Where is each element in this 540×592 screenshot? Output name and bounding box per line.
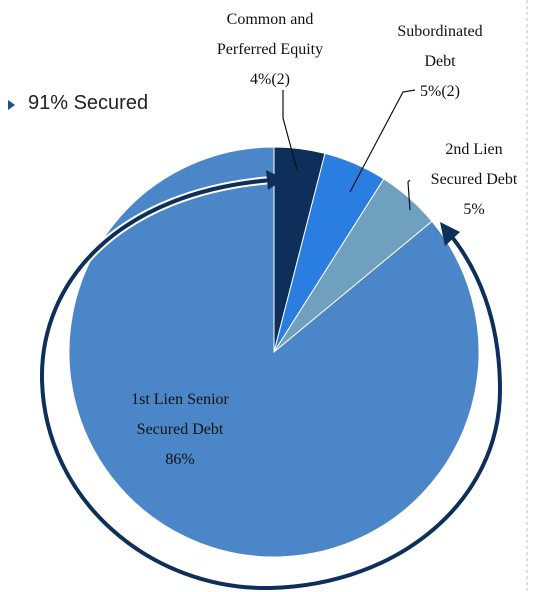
- pie: [68, 146, 480, 558]
- leader-line: [349, 89, 416, 193]
- ring-arrow: [440, 222, 460, 246]
- category-label: Subordinated Debt: [397, 23, 483, 70]
- secured-ring: [39, 178, 503, 591]
- value-label: 86%: [165, 451, 195, 468]
- annotation: 91% Secured: [28, 92, 149, 114]
- pie-slice: [68, 146, 480, 558]
- leader-line: [407, 179, 411, 211]
- category-label: Common and Perferred Equity: [216, 11, 324, 58]
- slice-label: 2nd Lien Secured Debt 5%: [419, 135, 529, 225]
- value-label: 4%(2): [250, 71, 290, 88]
- value-label: 5%(2): [420, 83, 460, 100]
- slice-label: Common and Perferred Equity 4%(2): [200, 5, 340, 95]
- category-label: 1st Lien Senior Secured Debt: [131, 391, 229, 438]
- bullet: [8, 100, 15, 110]
- leader-line: [282, 90, 298, 171]
- ring-arrow: [266, 170, 284, 190]
- category-label: 2nd Lien Secured Debt: [430, 141, 518, 188]
- slice-label: 1st Lien Senior Secured Debt 86%: [105, 385, 255, 475]
- slice-label: Subordinated Debt 5%(2): [385, 17, 495, 107]
- value-label: 5%: [463, 201, 485, 218]
